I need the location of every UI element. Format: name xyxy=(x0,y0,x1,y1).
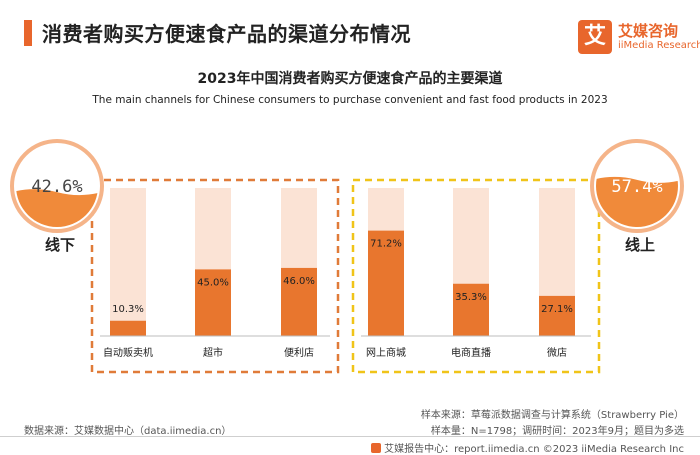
iimedia-logo: 艾 艾媒咨询 iiMedia Research xyxy=(578,20,700,56)
footer-report: 艾媒报告中心：report.iimedia.cn ©2023 iiMedia R… xyxy=(371,440,684,455)
bar xyxy=(195,269,231,336)
logo-name-en: iiMedia Research xyxy=(618,40,700,51)
sample-size-note: 样本量：N=1798；调研时间：2023年9月；题目为多选 xyxy=(430,426,684,437)
category-label: 便利店 xyxy=(284,346,314,359)
bar-value-label: 71.2% xyxy=(370,239,402,250)
title-accent-bar xyxy=(24,20,32,46)
footer-divider xyxy=(0,436,700,437)
bar-value-label: 35.3% xyxy=(455,292,487,303)
footer-report-text: 艾媒报告中心：report.iimedia.cn ©2023 iiMedia R… xyxy=(384,444,684,455)
group-label: 线下 xyxy=(45,236,75,254)
category-label: 自动贩卖机 xyxy=(103,346,153,359)
page-title: 消费者购买方便速食产品的渠道分布情况 xyxy=(42,22,411,46)
bar xyxy=(453,283,489,336)
logo-name-cn: 艾媒咨询 xyxy=(618,22,679,40)
data-source: 数据来源：艾媒数据中心（data.iimedia.cn） xyxy=(24,426,232,437)
report-center-icon xyxy=(371,443,382,453)
group-label: 线上 xyxy=(625,236,655,254)
category-label: 网上商城 xyxy=(366,346,406,359)
category-label: 电商直播 xyxy=(451,346,491,359)
group-border-1 xyxy=(90,178,340,374)
gauge-value: 57.4% xyxy=(611,177,662,197)
category-label: 微店 xyxy=(547,346,567,359)
bar-value-label: 45.0% xyxy=(197,277,229,288)
logo-mark-icon: 艾 xyxy=(578,20,612,54)
bar xyxy=(368,230,404,336)
chart-title: 2023年中国消费者购买方便速食产品的主要渠道 xyxy=(197,71,503,87)
group-border-2 xyxy=(351,178,601,374)
gauge-value: 42.6% xyxy=(31,177,82,197)
category-label: 超市 xyxy=(203,346,223,359)
gauge-fill xyxy=(596,176,678,227)
bar-value-label: 46.0% xyxy=(283,276,315,287)
bar xyxy=(110,320,146,336)
bar-track xyxy=(110,188,146,336)
bar xyxy=(281,267,317,336)
sample-source-note: 样本来源：草莓派数据调查与计算系统（Strawberry Pie） xyxy=(420,410,684,421)
chart-subtitle: The main channels for Chinese consumers … xyxy=(92,94,608,106)
bar-value-label: 10.3% xyxy=(112,304,144,315)
bar xyxy=(539,295,575,336)
bar-value-label: 27.1% xyxy=(541,304,573,315)
